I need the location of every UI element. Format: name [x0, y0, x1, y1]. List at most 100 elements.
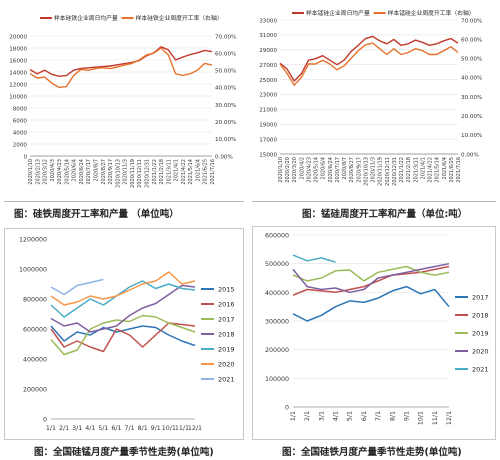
y-right-tick-label: 40.00%	[461, 76, 482, 82]
y-left-tick-label: 6000	[13, 118, 28, 124]
x-tick-label: 1/1	[46, 425, 56, 432]
x-tick-label: 2020/5/14	[314, 157, 320, 183]
legend-label: 2020	[472, 347, 489, 355]
x-tick-label: 2021/5/14	[435, 157, 441, 183]
y-tick-label: 200000	[23, 387, 47, 394]
x-tick-label: 2020/8/7	[342, 157, 348, 179]
chart-silicomanganese-weekly-svg: 15000 17000 19000 21000 23000 25000 27000 29000…	[259, 9, 482, 186]
y-right-tick-label: 0.00%	[461, 152, 479, 158]
y-left-tick-label: 18000	[9, 46, 27, 52]
chart-silicomanganese-weekly: 15000 17000 19000 21000 23000 25000 27000 29000…	[252, 6, 496, 202]
y-right-tick-label: 10.00%	[215, 137, 236, 143]
x-tick-label: 2021/3/11	[413, 157, 419, 183]
y-tick-label: 500000	[265, 261, 289, 268]
y-right-tick-label: 50.00%	[461, 57, 482, 63]
x-tick-label: 7/1	[124, 425, 134, 432]
caption-silicomanganese-monthly: 图：全国硅锰月度产量季节性走势(单位吨)	[34, 447, 214, 458]
x-tick-label: 2020/4/2	[299, 157, 305, 179]
x-tick-label: 2021/6/25	[449, 157, 455, 183]
y-left-tick-label: 21000	[259, 108, 277, 114]
x-tick-label: 12/1	[446, 411, 453, 425]
y-right-tick-label: 60.00%	[215, 51, 236, 57]
series-line-2020	[50, 271, 196, 306]
y-tick-label: 0	[285, 405, 289, 412]
x-tick-label: 5/1	[347, 411, 354, 421]
legend-label: 2018	[472, 311, 489, 319]
chart-ferrosilicon-weekly-svg: 0 2000 4000 6000 8000 10000 12000 14000 16000 180…	[9, 14, 236, 188]
y-tick-label: 100000	[265, 376, 289, 383]
x-tick-label: 2020/12/11	[137, 159, 143, 188]
x-tick-label: 2020/2/13	[35, 159, 41, 185]
y-left-tick-label: 19000	[259, 123, 277, 129]
x-tick-label: 11/1	[175, 425, 189, 432]
x-tick-label: 2020/4/23	[57, 159, 63, 185]
legend-label: 样本锰硅企业周度开工率（右轴）	[388, 9, 475, 17]
x-tick-label: 2020/12/31	[144, 159, 150, 188]
y-tick-label: 600000	[23, 327, 47, 334]
x-tick-label: 2021/2/18	[406, 157, 412, 183]
caption-rule	[252, 201, 496, 202]
chart-silicomanganese-monthly-svg: 0 200000 400000 600000 800000 1000000 1200000 1…	[19, 237, 235, 433]
x-tick-label: 2/1	[304, 411, 311, 421]
y-right-tick-label: 10.00%	[461, 133, 482, 139]
y-right-tick-label: 20.00%	[215, 120, 236, 126]
x-tick-label: 9/1	[151, 425, 161, 432]
x-tick-label: 2020/1/10	[28, 159, 34, 185]
legend-label: 2015	[218, 285, 235, 293]
x-tick-label: 2020/11/19	[130, 159, 136, 188]
series-line-2015	[50, 325, 196, 347]
legend-label: 样本硅铁企业周度开工率（右轴）	[136, 14, 223, 22]
y-tick-label: 800000	[23, 297, 47, 304]
series-line-2019	[50, 280, 196, 318]
x-tick-label: 2020/4/3	[50, 159, 56, 181]
legend-label: 2020	[218, 360, 235, 368]
y-right-tick-label: 40.00%	[215, 86, 236, 92]
y-left-tick-label: 12000	[9, 82, 27, 88]
y-right-tick-label: 70.00%	[215, 34, 236, 40]
y-tick-label: 200000	[265, 347, 289, 354]
legend-label: 2017	[472, 293, 489, 301]
x-tick-label: 2020/1/10	[278, 157, 284, 183]
x-tick-label: 2020/3/12	[43, 159, 49, 185]
x-tick-label: 2021/4/1	[420, 157, 426, 179]
x-tick-label: 8/1	[138, 425, 148, 432]
caption-ferrosilicon-monthly: 图：全国硅铁月度产量季节性走势(单位吨)	[282, 447, 462, 458]
y-left-tick-label: 25000	[259, 78, 277, 84]
x-tick-label: 2020/6/24	[79, 159, 85, 185]
y-left-tick-label: 17000	[259, 137, 277, 143]
y-left-tick-label: 10000	[9, 94, 27, 100]
x-tick-label: 8/1	[389, 411, 396, 421]
y-tick-label: 300000	[265, 319, 289, 326]
x-tick-label: 4/1	[333, 411, 340, 421]
x-tick-label: 5/1	[98, 425, 108, 432]
x-tick-label: 2020/4/23	[306, 157, 312, 183]
y-right-tick-label: 0.00%	[215, 154, 233, 160]
y-tick-label: 1000000	[19, 267, 47, 274]
x-tick-label: 2020/10/13	[115, 159, 121, 188]
y-right-tick-label: 60.00%	[461, 37, 482, 43]
caption-rule	[4, 201, 244, 202]
y-right-tick-label: 20.00%	[461, 114, 482, 120]
legend-label: 2018	[218, 330, 235, 338]
y-right-tick-label: 70.00%	[461, 18, 482, 24]
x-tick-label: 3/1	[72, 425, 82, 432]
x-tick-label: 2020/11/19	[378, 157, 384, 186]
series-line-样本锰硅企业周度开工率（右轴）	[279, 42, 459, 86]
caption-ferrosilicon-weekly: 图：硅铁周度开工率和产量 （单位吨）	[14, 209, 179, 220]
x-tick-label: 1/1	[290, 411, 297, 421]
x-tick-label: 2020/9/17	[108, 159, 114, 185]
x-tick-label: 12/1	[188, 425, 202, 432]
x-tick-label: 10/1	[418, 411, 425, 425]
series-line-2017	[292, 285, 450, 322]
x-tick-label: 2021/4/22	[181, 159, 187, 185]
x-tick-label: 6/1	[361, 411, 368, 421]
legend-label: 2021	[472, 365, 489, 373]
series-line-2020	[292, 262, 450, 294]
x-tick-label: 11/1	[432, 411, 439, 425]
x-tick-label: 2020/8/7	[94, 159, 100, 181]
legend-label: 2021	[218, 375, 235, 383]
x-tick-label: 2021/4/22	[428, 157, 434, 183]
series-line-样本硅铁企业周日均产量	[29, 46, 213, 77]
y-left-tick-label: 16000	[9, 58, 27, 64]
x-tick-label: 2020/11/3	[123, 159, 129, 185]
